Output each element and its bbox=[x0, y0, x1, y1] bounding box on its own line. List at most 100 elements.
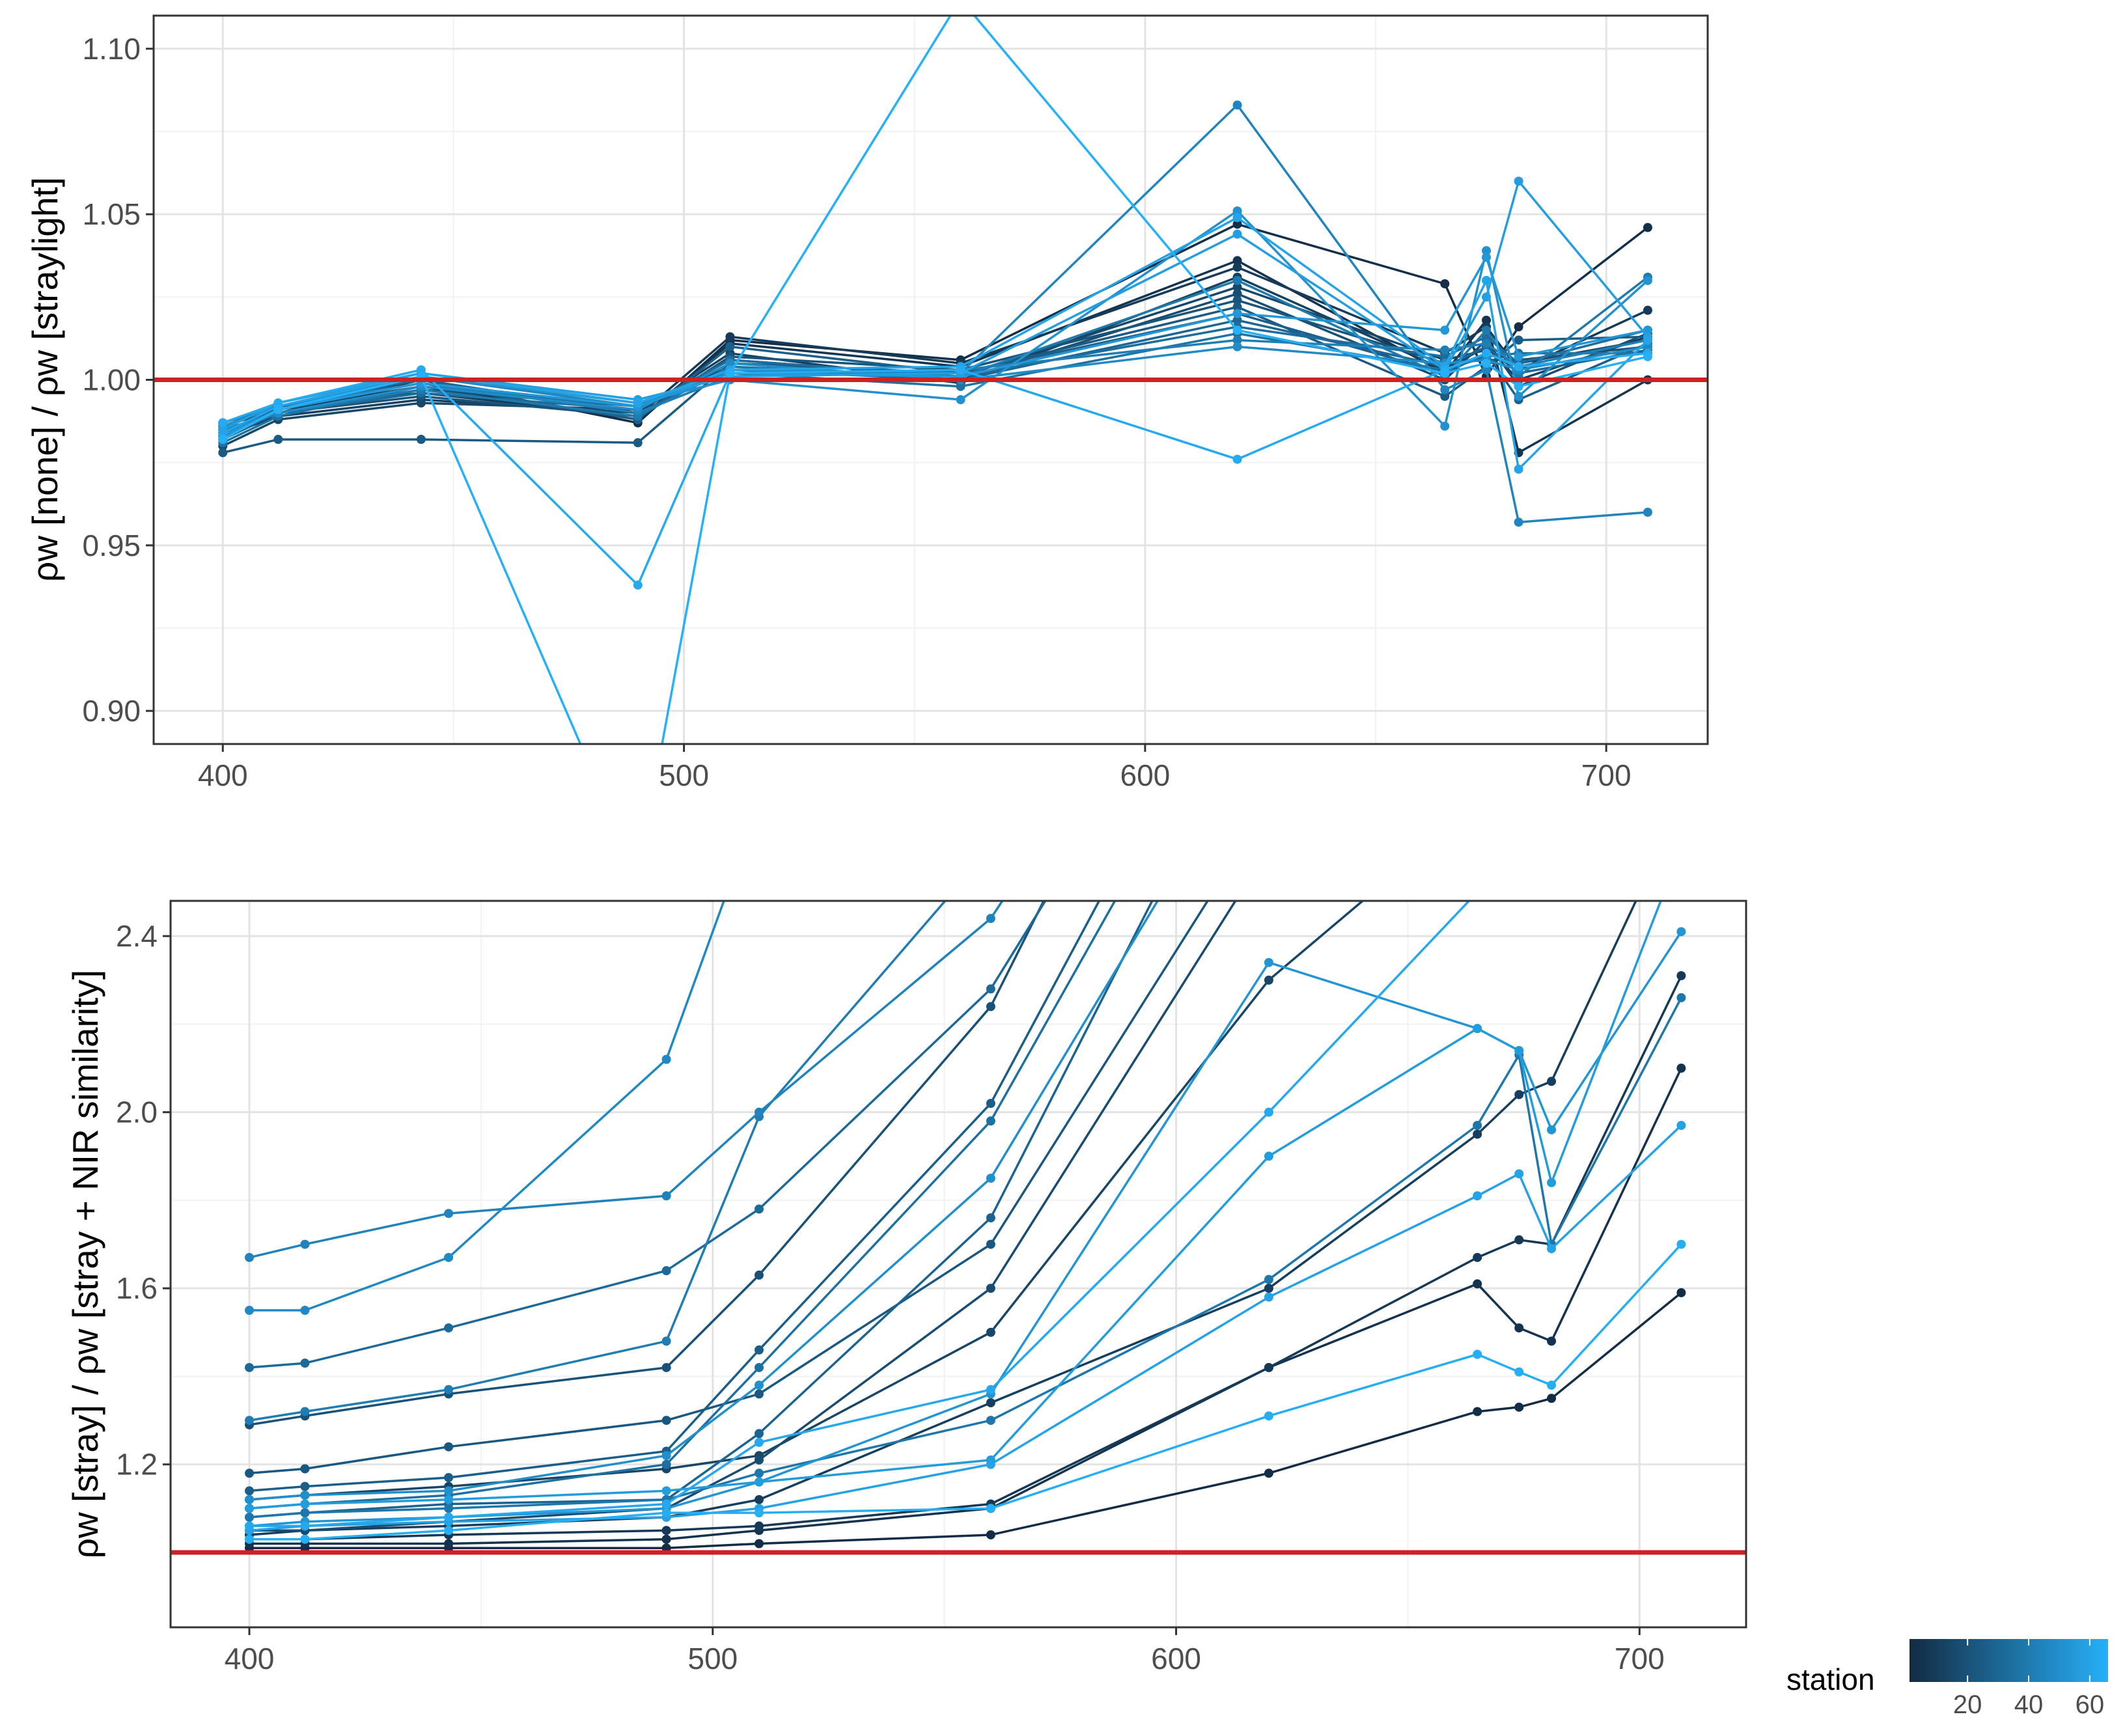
data-point bbox=[218, 428, 228, 437]
data-point bbox=[1264, 1292, 1273, 1302]
data-point bbox=[416, 398, 426, 408]
data-point bbox=[754, 1508, 764, 1518]
data-point bbox=[1482, 246, 1492, 256]
data-point bbox=[300, 1306, 310, 1316]
data-point bbox=[986, 1416, 995, 1426]
data-point bbox=[1232, 219, 1242, 229]
data-point bbox=[1643, 275, 1652, 285]
data-point bbox=[1264, 1468, 1273, 1478]
data-point bbox=[1232, 256, 1242, 266]
data-point bbox=[245, 1486, 254, 1496]
data-point bbox=[1264, 1274, 1273, 1284]
data-point bbox=[444, 1512, 454, 1522]
legend-tick-label: 40 bbox=[2014, 1690, 2044, 1719]
y-tick-label: 1.05 bbox=[82, 197, 141, 231]
legend-tick-label: 60 bbox=[2076, 1690, 2105, 1719]
data-point bbox=[661, 1508, 671, 1518]
data-point bbox=[633, 438, 643, 448]
y-tick-label: 1.00 bbox=[82, 363, 141, 397]
y-tick-label: 1.10 bbox=[82, 32, 141, 66]
data-point bbox=[1547, 1381, 1557, 1390]
data-point bbox=[1232, 454, 1242, 464]
data-point bbox=[754, 1455, 764, 1465]
data-point bbox=[661, 1191, 671, 1201]
data-point bbox=[1440, 279, 1450, 288]
data-point bbox=[1482, 253, 1492, 262]
data-point bbox=[444, 1385, 454, 1394]
data-point bbox=[956, 0, 965, 4]
x-tick-label: 600 bbox=[1120, 758, 1170, 792]
data-point bbox=[1232, 325, 1242, 335]
data-point bbox=[1264, 1151, 1273, 1161]
data-point bbox=[218, 448, 228, 458]
data-point bbox=[1473, 1191, 1482, 1201]
data-point bbox=[986, 1385, 995, 1394]
data-point bbox=[1473, 1024, 1482, 1034]
data-point bbox=[1514, 1169, 1524, 1179]
data-point bbox=[1514, 844, 1523, 853]
data-point bbox=[1514, 381, 1523, 391]
data-point bbox=[1264, 1411, 1273, 1421]
data-point bbox=[1264, 799, 1273, 808]
x-tick-label: 700 bbox=[1581, 758, 1632, 792]
data-point bbox=[1232, 100, 1242, 110]
data-point bbox=[986, 1239, 995, 1249]
data-point bbox=[300, 1499, 310, 1509]
data-point bbox=[1514, 517, 1523, 527]
bottom-panel-border bbox=[169, 900, 1747, 1629]
data-point bbox=[754, 1345, 764, 1355]
data-point bbox=[1514, 176, 1523, 186]
data-point bbox=[754, 1389, 764, 1399]
data-point bbox=[1264, 958, 1273, 967]
data-point bbox=[661, 1054, 671, 1064]
data-point bbox=[1482, 338, 1492, 348]
data-point bbox=[986, 1002, 995, 1012]
data-point bbox=[1514, 464, 1523, 474]
data-point bbox=[986, 1504, 995, 1513]
x-tick-label: 400 bbox=[225, 1642, 275, 1675]
data-point bbox=[986, 1459, 995, 1469]
bottom-x-axis: 400 500 600 700 bbox=[225, 1627, 1665, 1675]
data-point bbox=[986, 1284, 995, 1293]
data-point bbox=[633, 398, 643, 408]
data-point bbox=[1440, 345, 1450, 355]
data-point bbox=[1482, 348, 1492, 358]
data-point bbox=[1676, 971, 1686, 980]
data-point bbox=[1232, 275, 1242, 285]
data-point bbox=[1676, 844, 1686, 853]
data-point bbox=[1514, 335, 1523, 345]
data-point bbox=[300, 1508, 310, 1518]
data-point bbox=[300, 1534, 310, 1544]
data-point bbox=[754, 1362, 764, 1372]
data-point bbox=[1440, 325, 1450, 335]
data-point bbox=[1482, 315, 1492, 325]
data-point bbox=[754, 1107, 764, 1117]
data-point bbox=[661, 1534, 671, 1544]
data-point bbox=[1514, 351, 1523, 361]
data-point bbox=[754, 1437, 764, 1447]
data-point bbox=[245, 1521, 254, 1531]
data-point bbox=[633, 580, 643, 590]
data-point bbox=[1547, 1178, 1557, 1187]
data-point bbox=[444, 1486, 454, 1496]
data-point bbox=[1676, 799, 1686, 808]
bottom-panel: 400 500 600 700 1.2 1.6 2.0 2.4 ρw [stray] / ρ… bbox=[65, 799, 1747, 1675]
data-point bbox=[444, 1252, 454, 1262]
y-tick-label: 1.6 bbox=[116, 1271, 158, 1305]
data-point bbox=[1264, 975, 1273, 985]
data-point bbox=[1232, 302, 1242, 312]
data-point bbox=[986, 1213, 995, 1222]
data-point bbox=[1440, 368, 1450, 378]
data-point bbox=[218, 435, 228, 445]
data-point bbox=[661, 1451, 671, 1461]
data-point bbox=[754, 1539, 764, 1549]
data-point bbox=[245, 1534, 254, 1544]
data-point bbox=[245, 1252, 254, 1262]
data-point bbox=[661, 1526, 671, 1536]
data-point bbox=[416, 435, 426, 445]
data-point bbox=[1547, 1394, 1557, 1403]
data-point bbox=[300, 1481, 310, 1491]
data-point bbox=[444, 1539, 454, 1549]
data-point bbox=[754, 1477, 764, 1487]
